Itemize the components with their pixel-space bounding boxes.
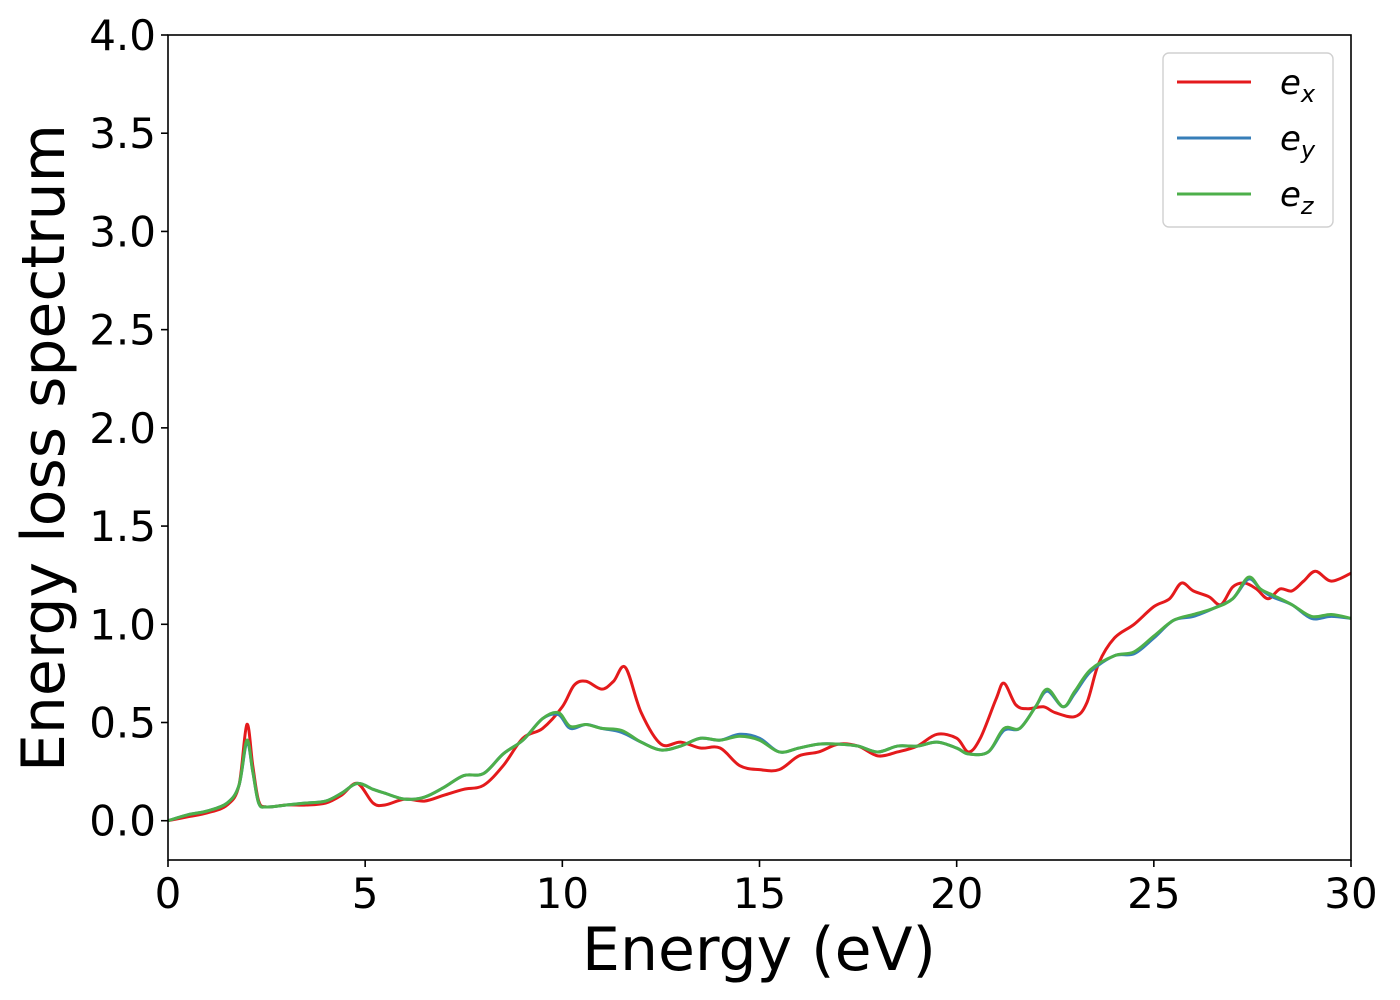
y-axis: 0.0 0.5 1.0 1.5 2.0 2.5 3.0 3.5 4.0 [89,11,168,846]
y-axis-title: Energy loss spectrum [9,124,79,772]
x-axis: 0 5 10 15 20 25 30 [155,860,1378,918]
plot-area [168,35,1351,860]
y-tick-label: 2.0 [89,404,156,453]
legend-label-e-x: ex [1280,63,1316,108]
x-tick-label: 10 [536,869,589,918]
legend-label-e-z: ez [1280,175,1315,220]
x-tick-label: 25 [1127,869,1180,918]
y-tick-label: 1.5 [89,502,156,551]
x-axis-title: Energy (eV) [582,915,936,985]
y-tick-label: 2.5 [89,306,156,355]
series-line-e-z [167,575,1352,823]
x-tick-label: 20 [930,869,983,918]
y-tick-label: 4.0 [89,11,156,60]
y-tick-label: 3.0 [89,207,156,256]
x-tick-label: 15 [733,869,786,918]
legend-label-e-y: ey [1280,119,1316,164]
y-tick-label: 0.5 [89,699,156,748]
y-tick-label: 0.0 [89,797,156,846]
x-tick-label: 30 [1324,869,1377,918]
legend-box [1162,52,1334,228]
x-tick-label: 5 [352,869,379,918]
legend: ex ey ez [1162,52,1334,228]
x-tick-label: 0 [155,869,182,918]
y-tick-label: 3.5 [89,109,156,158]
series-layer [167,569,1352,823]
y-tick-label: 1.0 [89,600,156,649]
